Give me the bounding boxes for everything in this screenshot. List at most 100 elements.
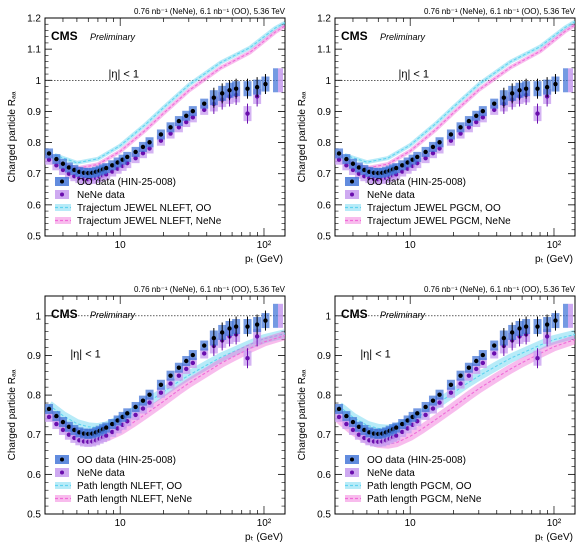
nene-data-point <box>480 360 486 366</box>
y-tick-label: 0.8 <box>27 138 41 149</box>
oo-data-point <box>509 330 515 335</box>
oo-data-point <box>46 406 52 412</box>
oo-data-point <box>544 84 550 90</box>
y-tick-label: 0.9 <box>317 107 331 118</box>
lumi-label: 0.76 nb⁻¹ (NeNe), 6.1 nb⁻¹ (OO), 5.36 Te… <box>134 7 286 16</box>
oo-data-point <box>423 404 428 410</box>
oo-data-point <box>553 318 558 323</box>
oo-data-point <box>544 322 550 327</box>
oo-data-point <box>509 91 515 96</box>
y-tick-label: 0.5 <box>27 232 41 243</box>
legend-model-oo-label: Trajectum JEWEL NLEFT, OO <box>77 203 212 214</box>
x-axis-label: pₜ (GeV) <box>535 532 573 543</box>
nene-data-point <box>202 107 207 113</box>
oo-data-point <box>184 113 189 118</box>
model-nene-line <box>344 24 575 169</box>
y-tick-label: 0.5 <box>317 232 331 243</box>
nene-data-point <box>202 351 207 356</box>
cms-label: CMS <box>51 307 78 321</box>
nene-data-point <box>400 169 405 174</box>
plot-frame <box>44 295 286 515</box>
y-tick-label: 1 <box>325 76 331 87</box>
oo-data-point <box>336 406 342 412</box>
legend-oo-marker <box>60 179 64 184</box>
oo-data-point <box>140 398 146 403</box>
nene-data-point <box>448 138 454 143</box>
oo-data-point <box>227 88 232 93</box>
oo-data-point <box>245 86 250 91</box>
oo-data-point <box>133 149 138 155</box>
nene-data-point <box>458 381 463 386</box>
oo-data-point <box>344 156 349 162</box>
oo-data-point <box>233 324 239 329</box>
nene-norm-box <box>568 303 573 328</box>
nene-data-point <box>254 334 260 339</box>
nene-data-point <box>66 432 72 437</box>
oo-data-point <box>133 404 138 410</box>
nene-data-point <box>147 400 152 405</box>
oo-data-point <box>415 411 420 416</box>
oo-data-point <box>501 95 507 100</box>
y-tick-label: 0.5 <box>317 510 331 521</box>
oo-data-point <box>202 101 207 106</box>
legend-nene-marker <box>350 192 354 197</box>
eta-label: |η| < 1 <box>109 68 140 80</box>
nene-data-point <box>158 390 164 395</box>
nene-data-point <box>245 111 250 116</box>
model-oo-line <box>54 22 285 164</box>
nene-data-point <box>184 119 189 125</box>
cms-label: CMS <box>341 29 368 43</box>
legend-oo-marker <box>60 457 64 462</box>
nene-data-point <box>168 381 173 386</box>
oo-data-point <box>147 140 152 145</box>
y-tick-label: 0.7 <box>317 169 331 180</box>
y-tick-label: 0.8 <box>317 138 331 149</box>
y-tick-label: 1.2 <box>317 14 331 25</box>
y-tick-label: 0.8 <box>27 391 41 402</box>
y-tick-label: 0.9 <box>317 351 331 362</box>
oo-data-point <box>336 151 342 156</box>
nene-data-point <box>158 138 164 143</box>
legend-model-oo-label: Trajectum JEWEL PGCM, OO <box>367 203 501 214</box>
nene-data-point <box>66 171 72 176</box>
legend-model-nene-label: Trajectum JEWEL PGCM, NeNe <box>367 216 511 227</box>
legend-model-nene-label: Path length PGCM, NeNe <box>367 494 482 505</box>
nene-data-point <box>60 427 66 433</box>
nene-data-point <box>535 356 540 361</box>
preliminary-label: Preliminary <box>380 32 426 42</box>
legend-nene-label: NeNe data <box>367 190 415 201</box>
oo-data-point <box>176 365 182 370</box>
y-tick-label: 0.6 <box>27 470 41 481</box>
oo-data-point <box>535 324 540 329</box>
oo-data-point <box>254 84 260 90</box>
x-tick-label: 10² <box>257 518 272 529</box>
legend-nene-marker <box>350 470 354 475</box>
nene-data-point <box>104 433 109 438</box>
oo-data-point <box>254 322 260 327</box>
oo-data-point <box>104 425 109 430</box>
oo-data-point <box>140 144 146 150</box>
oo-data-point <box>474 358 479 364</box>
x-tick-label: 10² <box>257 240 272 251</box>
nene-data-point <box>176 125 182 130</box>
oo-data-point <box>480 108 486 114</box>
oo-data-point <box>158 132 164 137</box>
panel-3: 0.5 0.6 0.7 0.8 0.9 1 10 10² pₜ (GeV) Charged par… <box>7 285 286 543</box>
nene-data-point <box>133 155 138 161</box>
oo-data-point <box>227 326 232 331</box>
oo-data-point <box>190 352 196 358</box>
oo-data-point <box>233 86 239 91</box>
nene-data-point <box>400 429 405 435</box>
plot-frame <box>44 17 286 237</box>
oo-data-point <box>466 118 472 124</box>
oo-data-point <box>517 88 522 93</box>
nene-data-point <box>190 360 196 366</box>
legend-oo-marker <box>350 179 354 184</box>
oo-data-point <box>211 335 217 341</box>
legend-oo-label: OO data (HIN-25-008) <box>77 177 176 188</box>
oo-data-point <box>211 95 217 100</box>
nene-data-point <box>474 366 479 372</box>
y-tick-label: 1.1 <box>317 45 331 56</box>
nene-data-point <box>474 119 479 125</box>
